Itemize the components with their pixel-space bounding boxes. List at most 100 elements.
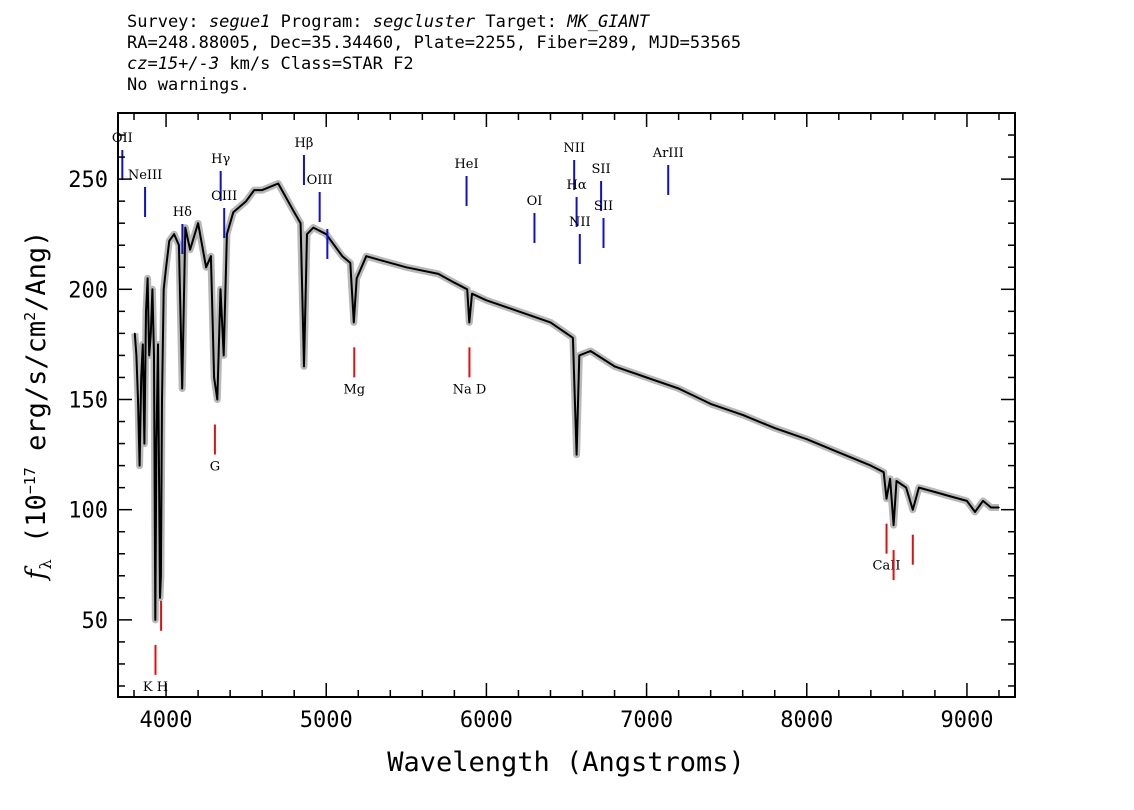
absorption-line-label: CaII — [873, 559, 901, 574]
data-point — [565, 332, 568, 335]
header-line-3: cz=15+/-3 km/s Class=STAR F2 — [127, 54, 741, 75]
x-tick-label: 5000 — [300, 708, 353, 733]
data-point — [161, 398, 163, 401]
data-point — [381, 259, 384, 262]
data-point — [253, 189, 255, 191]
data-point — [882, 471, 885, 474]
data-point — [157, 343, 159, 346]
data-point — [293, 211, 296, 213]
data-point — [245, 200, 247, 202]
data-point — [205, 266, 207, 269]
data-point — [990, 506, 992, 509]
class-info: km/s Class=STAR F2 — [219, 54, 414, 74]
absorption-line-label: G — [210, 459, 220, 474]
y-tick-label: 50 — [82, 609, 109, 634]
emission-line-label: NII — [569, 215, 591, 230]
data-point — [885, 497, 888, 500]
data-point — [466, 288, 469, 291]
plot-frame — [117, 112, 1016, 698]
data-point — [575, 453, 578, 456]
target-label: Target: — [485, 12, 557, 32]
data-point — [226, 233, 228, 235]
data-point — [974, 511, 976, 513]
data-point — [303, 365, 305, 368]
data-point — [162, 288, 165, 291]
data-point — [892, 524, 895, 526]
header-line-2: RA=248.88005, Dec=35.34460, Plate=2255, … — [127, 33, 742, 53]
data-point — [146, 277, 149, 280]
data-point — [160, 575, 162, 577]
y-tick-label: 250 — [68, 168, 108, 193]
data-point — [572, 337, 574, 339]
x-tick-label: 8000 — [780, 708, 833, 733]
y-tick-label: 200 — [68, 278, 108, 303]
data-point — [140, 376, 142, 379]
plot-header: Survey: segue1 Program: segcluster Targe… — [127, 12, 741, 96]
absorption-line-label: K H — [143, 680, 168, 695]
data-point — [709, 403, 712, 405]
data-point — [145, 310, 147, 313]
data-point — [950, 495, 952, 498]
data-point — [353, 321, 355, 324]
data-point — [142, 343, 144, 346]
program-label: Program: — [280, 12, 363, 32]
data-point — [806, 438, 808, 441]
data-point — [216, 398, 219, 401]
y-axis-label: fλ (10−17 erg/s/cm2/Ang) — [21, 231, 55, 582]
data-point — [895, 480, 898, 482]
data-point — [173, 233, 175, 235]
emission-line-label: Hδ — [173, 205, 192, 220]
data-point — [306, 233, 308, 235]
data-point — [741, 414, 744, 416]
data-point — [165, 266, 167, 269]
data-point — [134, 332, 136, 335]
data-point — [168, 240, 171, 242]
data-point — [645, 376, 648, 379]
data-point — [151, 288, 154, 291]
data-point — [966, 500, 968, 502]
emission-line-label: NeIII — [128, 168, 162, 183]
data-point — [349, 262, 352, 264]
spectrum-path — [133, 182, 999, 621]
data-point — [261, 189, 264, 191]
header-line-1: Survey: segue1 Program: segcluster Targe… — [127, 12, 741, 33]
data-point — [197, 222, 199, 224]
data-point — [838, 451, 840, 454]
emission-line-label: HeI — [454, 157, 478, 172]
emission-line-label: OI — [527, 194, 543, 209]
data-point — [277, 182, 280, 185]
data-point — [222, 354, 225, 357]
data-point — [355, 277, 358, 280]
data-point — [137, 398, 139, 401]
data-point — [578, 354, 581, 357]
data-point — [365, 255, 368, 257]
data-point — [154, 619, 157, 621]
data-point — [889, 478, 891, 480]
data-point — [155, 442, 158, 445]
emission-line-label: Hα — [567, 178, 587, 193]
data-point — [189, 248, 191, 251]
data-point — [471, 292, 473, 295]
error-band-path — [131, 180, 999, 624]
emission-line-label: Hβ — [295, 136, 314, 151]
emission-line-label: NII — [563, 141, 585, 156]
data-point — [299, 222, 302, 224]
emission-line-label: SII — [592, 162, 611, 177]
data-point — [437, 273, 440, 275]
data-point — [148, 354, 150, 357]
emission-line-label: ArIII — [652, 146, 684, 161]
emission-line-label: Hγ — [211, 152, 230, 167]
data-point — [210, 255, 212, 257]
emission-line-label: OII — [112, 131, 133, 146]
data-point — [219, 288, 222, 291]
data-point — [138, 464, 141, 467]
data-point — [341, 255, 344, 257]
x-tick-label: 7000 — [620, 708, 673, 733]
svg-text:fλ (10−17 erg/s/cm2/Ang): fλ (10−17 erg/s/cm2/Ang) — [21, 231, 55, 582]
x-tick-label: 9000 — [940, 708, 993, 733]
data-point — [998, 506, 1000, 509]
data-point — [468, 321, 471, 324]
absorption-line-label: Na D — [453, 382, 487, 397]
header-line-4: No warnings. — [127, 75, 250, 95]
